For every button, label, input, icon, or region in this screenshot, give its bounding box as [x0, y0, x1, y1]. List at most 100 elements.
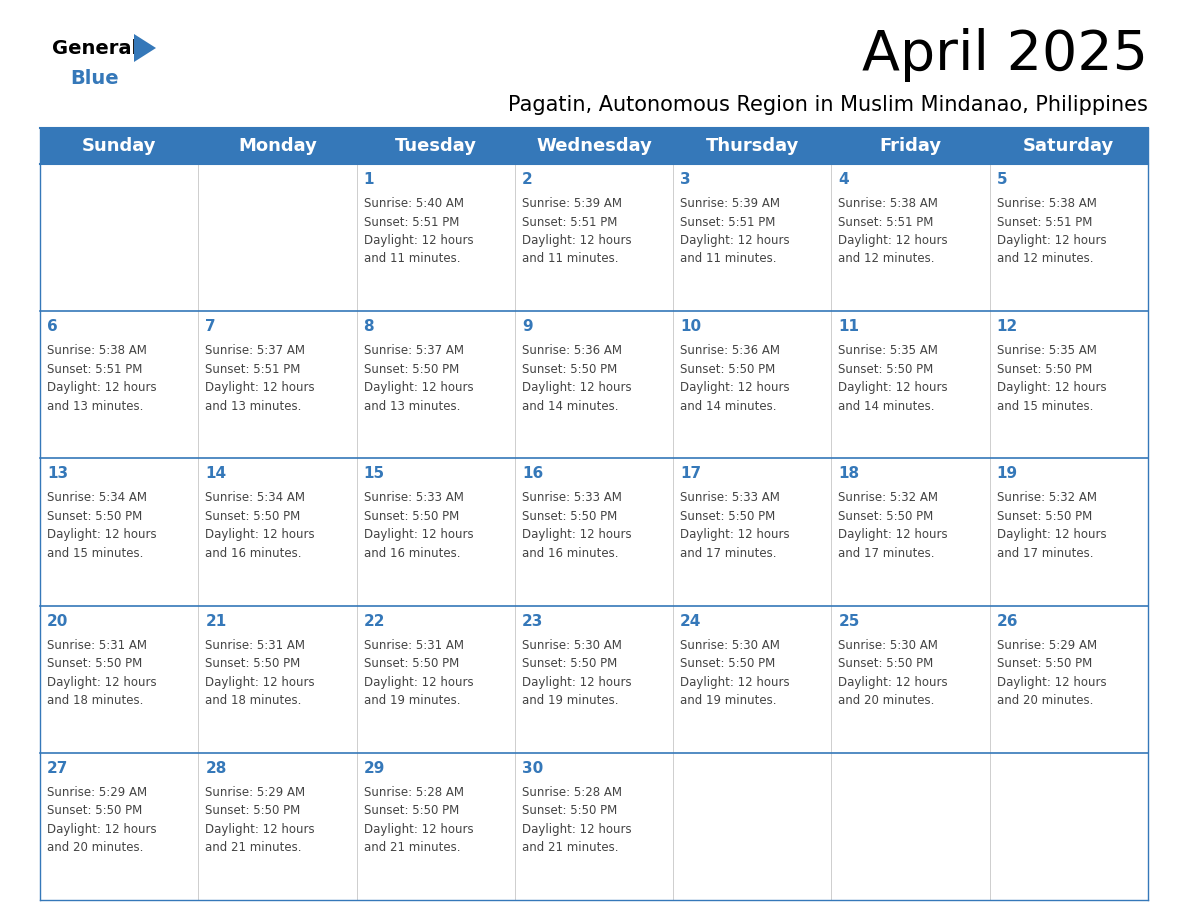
Text: Sunset: 5:50 PM: Sunset: 5:50 PM: [522, 657, 617, 670]
Text: 5: 5: [997, 172, 1007, 187]
Bar: [40, 311, 198, 458]
Text: 13: 13: [48, 466, 68, 481]
Text: and 21 minutes.: and 21 minutes.: [522, 841, 619, 855]
Text: Sunrise: 5:37 AM: Sunrise: 5:37 AM: [364, 344, 463, 357]
Text: Sunrise: 5:30 AM: Sunrise: 5:30 AM: [681, 639, 781, 652]
Text: Sunrise: 5:29 AM: Sunrise: 5:29 AM: [48, 786, 147, 799]
Text: and 11 minutes.: and 11 minutes.: [364, 252, 460, 265]
Bar: [990, 458, 1148, 606]
Text: Sunrise: 5:28 AM: Sunrise: 5:28 AM: [522, 786, 621, 799]
Text: Daylight: 12 hours: Daylight: 12 hours: [48, 823, 157, 835]
Text: and 13 minutes.: and 13 minutes.: [206, 399, 302, 413]
Text: Sunset: 5:50 PM: Sunset: 5:50 PM: [681, 363, 776, 375]
Text: and 20 minutes.: and 20 minutes.: [48, 841, 144, 855]
Text: 16: 16: [522, 466, 543, 481]
Text: Blue: Blue: [70, 69, 119, 87]
Bar: [990, 311, 1148, 458]
Text: Sunrise: 5:39 AM: Sunrise: 5:39 AM: [522, 197, 621, 210]
Text: and 11 minutes.: and 11 minutes.: [681, 252, 777, 265]
Text: Sunrise: 5:39 AM: Sunrise: 5:39 AM: [681, 197, 781, 210]
Text: Saturday: Saturday: [1023, 137, 1114, 155]
Polygon shape: [134, 34, 156, 62]
Text: Daylight: 12 hours: Daylight: 12 hours: [522, 529, 632, 542]
Bar: [674, 753, 832, 900]
Text: Daylight: 12 hours: Daylight: 12 hours: [48, 529, 157, 542]
Text: and 20 minutes.: and 20 minutes.: [839, 694, 935, 707]
Text: Daylight: 12 hours: Daylight: 12 hours: [997, 529, 1106, 542]
Text: Sunset: 5:50 PM: Sunset: 5:50 PM: [522, 509, 617, 523]
Text: Sunset: 5:50 PM: Sunset: 5:50 PM: [681, 657, 776, 670]
Bar: [514, 458, 674, 606]
Bar: [832, 458, 990, 606]
Text: Sunset: 5:50 PM: Sunset: 5:50 PM: [997, 657, 1092, 670]
Text: Daylight: 12 hours: Daylight: 12 hours: [681, 529, 790, 542]
Text: Sunrise: 5:29 AM: Sunrise: 5:29 AM: [997, 639, 1097, 652]
Bar: [40, 753, 198, 900]
Text: Friday: Friday: [879, 137, 942, 155]
Bar: [356, 458, 514, 606]
Text: Daylight: 12 hours: Daylight: 12 hours: [522, 676, 632, 688]
Text: Sunset: 5:50 PM: Sunset: 5:50 PM: [997, 509, 1092, 523]
Bar: [674, 311, 832, 458]
Text: Sunset: 5:50 PM: Sunset: 5:50 PM: [48, 509, 143, 523]
Text: Sunrise: 5:33 AM: Sunrise: 5:33 AM: [364, 491, 463, 504]
Text: Sunrise: 5:38 AM: Sunrise: 5:38 AM: [48, 344, 147, 357]
Text: 27: 27: [48, 761, 69, 776]
Text: and 12 minutes.: and 12 minutes.: [997, 252, 1093, 265]
Bar: [990, 164, 1148, 311]
Text: Sunset: 5:50 PM: Sunset: 5:50 PM: [364, 509, 459, 523]
Bar: [198, 753, 356, 900]
Text: 29: 29: [364, 761, 385, 776]
Text: Daylight: 12 hours: Daylight: 12 hours: [206, 529, 315, 542]
Text: 21: 21: [206, 613, 227, 629]
Text: Sunset: 5:50 PM: Sunset: 5:50 PM: [364, 657, 459, 670]
Text: Wednesday: Wednesday: [536, 137, 652, 155]
Text: Daylight: 12 hours: Daylight: 12 hours: [206, 381, 315, 394]
Bar: [356, 753, 514, 900]
Text: Daylight: 12 hours: Daylight: 12 hours: [681, 234, 790, 247]
Bar: [40, 606, 198, 753]
Text: and 18 minutes.: and 18 minutes.: [48, 694, 144, 707]
Text: Daylight: 12 hours: Daylight: 12 hours: [364, 676, 473, 688]
Text: and 13 minutes.: and 13 minutes.: [48, 399, 144, 413]
Text: and 16 minutes.: and 16 minutes.: [364, 547, 460, 560]
Bar: [40, 164, 198, 311]
Text: April 2025: April 2025: [862, 28, 1148, 82]
Bar: [832, 753, 990, 900]
Bar: [198, 164, 356, 311]
Text: Daylight: 12 hours: Daylight: 12 hours: [364, 529, 473, 542]
Bar: [674, 606, 832, 753]
Bar: [514, 164, 674, 311]
Text: 23: 23: [522, 613, 543, 629]
Text: Sunrise: 5:36 AM: Sunrise: 5:36 AM: [681, 344, 781, 357]
Text: Daylight: 12 hours: Daylight: 12 hours: [364, 823, 473, 835]
Text: Sunday: Sunday: [82, 137, 157, 155]
Text: 26: 26: [997, 613, 1018, 629]
Text: and 19 minutes.: and 19 minutes.: [681, 694, 777, 707]
Text: Tuesday: Tuesday: [394, 137, 476, 155]
Text: Sunrise: 5:36 AM: Sunrise: 5:36 AM: [522, 344, 621, 357]
Text: and 19 minutes.: and 19 minutes.: [364, 694, 460, 707]
Text: Sunset: 5:50 PM: Sunset: 5:50 PM: [48, 804, 143, 817]
Text: Sunrise: 5:40 AM: Sunrise: 5:40 AM: [364, 197, 463, 210]
Bar: [40, 458, 198, 606]
Text: Sunset: 5:50 PM: Sunset: 5:50 PM: [839, 363, 934, 375]
Text: and 14 minutes.: and 14 minutes.: [522, 399, 619, 413]
Text: and 14 minutes.: and 14 minutes.: [681, 399, 777, 413]
Text: Daylight: 12 hours: Daylight: 12 hours: [681, 676, 790, 688]
Text: Sunset: 5:50 PM: Sunset: 5:50 PM: [681, 509, 776, 523]
Text: Daylight: 12 hours: Daylight: 12 hours: [48, 676, 157, 688]
Text: 1: 1: [364, 172, 374, 187]
Bar: [832, 311, 990, 458]
Bar: [198, 311, 356, 458]
Text: Pagatin, Autonomous Region in Muslim Mindanao, Philippines: Pagatin, Autonomous Region in Muslim Min…: [508, 95, 1148, 115]
Bar: [514, 753, 674, 900]
Bar: [40, 128, 1148, 164]
Text: Daylight: 12 hours: Daylight: 12 hours: [997, 676, 1106, 688]
Text: 6: 6: [48, 319, 58, 334]
Text: Daylight: 12 hours: Daylight: 12 hours: [364, 381, 473, 394]
Text: and 18 minutes.: and 18 minutes.: [206, 694, 302, 707]
Bar: [674, 164, 832, 311]
Text: and 15 minutes.: and 15 minutes.: [997, 399, 1093, 413]
Bar: [356, 311, 514, 458]
